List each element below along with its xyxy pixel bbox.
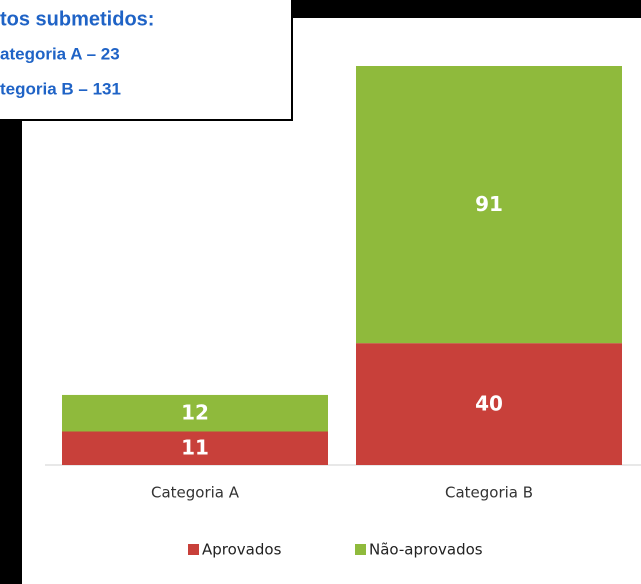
legend-label: Aprovados [202,541,282,559]
bar-segment [356,343,622,465]
bar-segment [62,431,328,465]
legend-swatch [188,544,199,555]
annotation-box [0,0,293,121]
legend-swatch [355,544,366,555]
data-label: 40 [475,392,503,416]
data-label: 12 [181,401,209,425]
data-label: 91 [475,192,503,216]
bar-segment [356,66,622,344]
data-label: 11 [181,436,209,460]
annotation-line: ategoria A – 23 [0,44,120,63]
x-tick-label: Categoria A [151,484,240,502]
x-tick-label: Categoria B [445,484,533,502]
bar-segment [62,394,328,432]
annotation-line: tegoria B – 131 [0,79,121,98]
annotation-line: tos submetidos: [0,8,154,30]
legend-label: Não-aprovados [369,541,483,559]
